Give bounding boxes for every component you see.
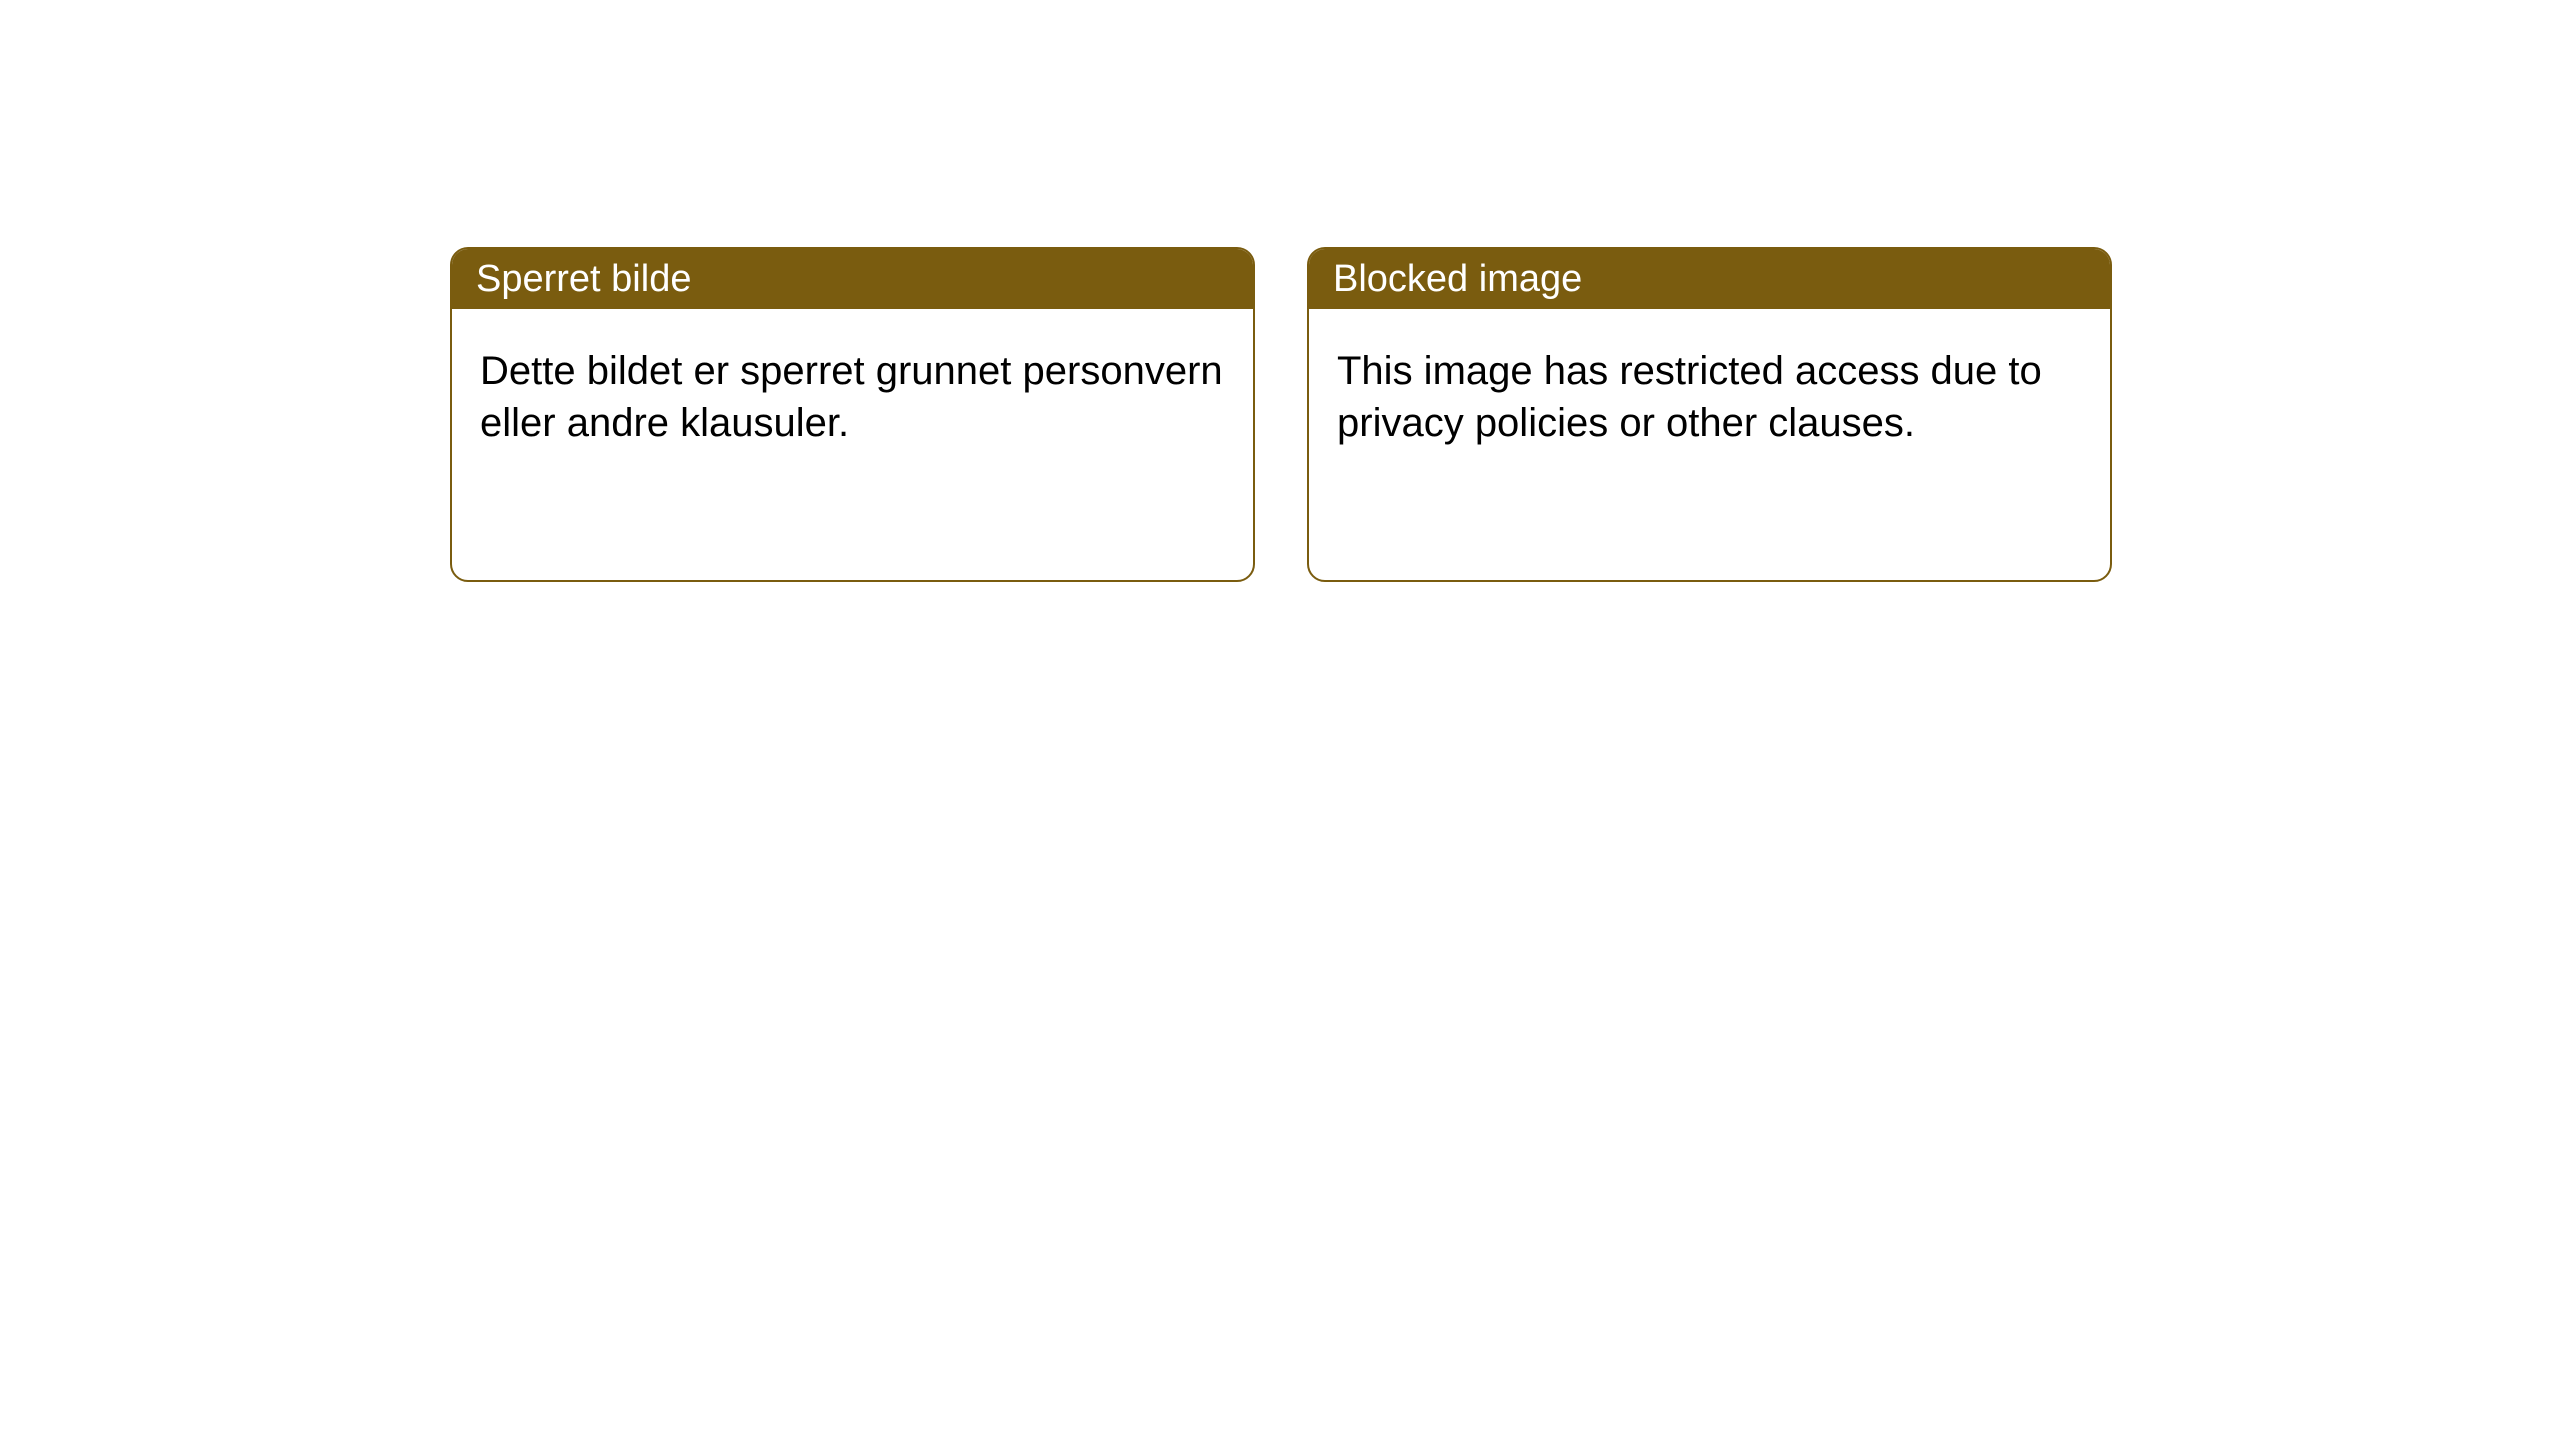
card-title-english: Blocked image	[1333, 258, 1582, 301]
card-header-english: Blocked image	[1309, 249, 2110, 309]
card-header-norwegian: Sperret bilde	[452, 249, 1253, 309]
card-body-english: This image has restricted access due to …	[1309, 309, 2110, 485]
card-body-norwegian: Dette bildet er sperret grunnet personve…	[452, 309, 1253, 485]
card-title-norwegian: Sperret bilde	[476, 258, 691, 301]
notice-card-english: Blocked image This image has restricted …	[1307, 247, 2112, 582]
card-text-norwegian: Dette bildet er sperret grunnet personve…	[480, 349, 1223, 445]
notice-container: Sperret bilde Dette bildet er sperret gr…	[450, 247, 2112, 582]
notice-card-norwegian: Sperret bilde Dette bildet er sperret gr…	[450, 247, 1255, 582]
card-text-english: This image has restricted access due to …	[1337, 349, 2042, 445]
